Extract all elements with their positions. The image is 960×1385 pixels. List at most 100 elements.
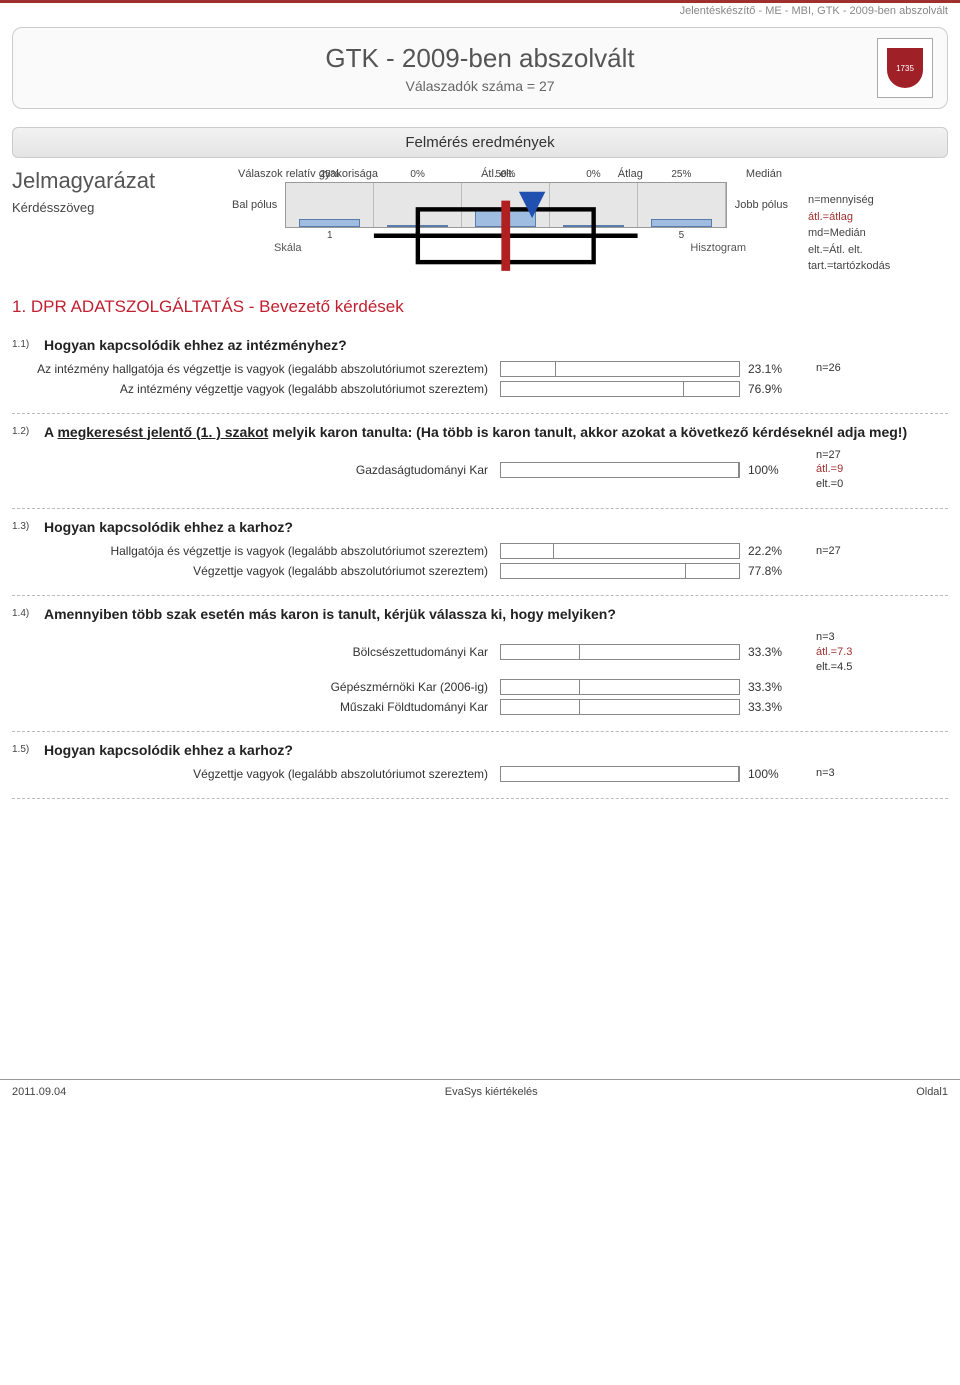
results-bar: Felmérés eredmények <box>12 127 948 158</box>
q-num: 1.4) <box>12 606 36 622</box>
legend-hist-pct: 25% <box>671 169 691 180</box>
q-text: Hogyan kapcsolódik ehhez a karhoz? <box>44 742 948 758</box>
response-label: Az intézmény végzettje vagyok (legalább … <box>12 382 492 396</box>
legend-question-label: Kérdésszöveg <box>12 200 212 215</box>
response-bar <box>501 680 580 694</box>
legend-title: Jelmagyarázat <box>12 168 212 194</box>
title-text: GTK - 2009-ben abszolvált Válaszadók szá… <box>83 43 877 94</box>
response-label: Gazdaságtudományi Kar <box>12 463 492 477</box>
question-1-2: 1.2) A megkeresést jelentő (1. ) szakot … <box>12 414 948 510</box>
legend-hist-num: 2 <box>415 230 421 241</box>
legend: Jelmagyarázat Kérdésszöveg Válaszok rela… <box>12 168 948 275</box>
response-pct: 76.9% <box>748 382 808 396</box>
legend-hist-cell: 25%5 <box>638 183 726 227</box>
legend-hist-bar <box>299 219 360 227</box>
response-bar <box>501 767 739 781</box>
response-meta-line: átl.=9 <box>816 462 843 477</box>
q-text: Hogyan kapcsolódik ehhez az intézményhez… <box>44 337 948 353</box>
response-row: Végzettje vagyok (legalább abszolutórium… <box>12 563 948 579</box>
response-bar <box>501 362 556 376</box>
legend-left-pole: Bal pólus <box>232 199 277 211</box>
response-label: Hallgatója és végzettje is vagyok (legal… <box>12 544 492 558</box>
response-label: Végzettje vagyok (legalább abszolutórium… <box>12 564 492 578</box>
response-pct: 23.1% <box>748 362 808 376</box>
response-bar <box>501 382 684 396</box>
q-num: 1.3) <box>12 519 36 535</box>
legend-hist-num: 5 <box>679 230 685 241</box>
legend-hist-cell: 50%3 <box>462 183 550 227</box>
response-meta: n=3 <box>816 766 835 781</box>
response-label: Végzettje vagyok (legalább abszolutórium… <box>12 767 492 781</box>
response-meta-line: n=27 <box>816 544 841 559</box>
response-row: Gazdaságtudományi Kar 100% n=27átl.=9elt.=… <box>12 448 948 493</box>
legend-hist-cell: 25%1 <box>286 183 374 227</box>
footer-date: 2011.09.04 <box>12 1086 66 1098</box>
response-pct: 33.3% <box>748 680 808 694</box>
response-label: Gépészmérnöki Kar (2006-ig) <box>12 680 492 694</box>
q-text: Amennyiben több szak esetén más karon is… <box>44 606 948 622</box>
response-label: Bölcsészettudományi Kar <box>12 645 492 659</box>
response-meta-line: n=26 <box>816 361 841 376</box>
response-pct: 100% <box>748 767 808 781</box>
legend-n: n=mennyiség <box>808 192 948 209</box>
response-row: Gépészmérnöki Kar (2006-ig) 33.3% <box>12 679 948 695</box>
legend-hist-bar <box>563 225 624 227</box>
footer-center: EvaSys kiértékelés <box>445 1086 538 1098</box>
response-bar-wrap <box>500 381 740 397</box>
legend-atl: átl.=átlag <box>808 209 948 226</box>
response-meta-line: n=27 <box>816 448 843 463</box>
legend-scale-label: Skála <box>274 242 302 254</box>
footer: 2011.09.04 EvaSys kiértékelés Oldal1 <box>0 1079 960 1108</box>
response-bar-wrap <box>500 543 740 559</box>
response-meta: n=27átl.=9elt.=0 <box>816 448 843 493</box>
response-bar-wrap <box>500 699 740 715</box>
legend-histogram-label: Hisztogram <box>690 242 746 254</box>
legend-md: md=Medián <box>808 225 948 242</box>
crest-year: 1735 <box>887 48 923 88</box>
response-meta-line: átl.=7.3 <box>816 645 852 660</box>
response-label: Az intézmény hallgatója és végzettje is … <box>12 362 492 376</box>
question-1-1: 1.1) Hogyan kapcsolódik ehhez az intézmé… <box>12 327 948 414</box>
question-1-4: 1.4) Amennyiben több szak esetén más kar… <box>12 596 948 732</box>
response-bar-wrap <box>500 361 740 377</box>
response-row: Végzettje vagyok (legalább abszolutórium… <box>12 766 948 782</box>
legend-histogram: 25%10%250%30%425%5 <box>285 182 727 228</box>
section-1-title: 1. DPR ADATSZOLGÁLTATÁS - Bevezető kérdé… <box>12 297 948 317</box>
legend-hist-cell: 0%2 <box>374 183 462 227</box>
legend-relfreq: Válaszok relatív gyakorisága <box>238 168 378 180</box>
legend-hist-bar <box>651 219 712 227</box>
response-bar <box>501 564 686 578</box>
response-bar-wrap <box>500 563 740 579</box>
response-label: Műszaki Földtudományi Kar <box>12 700 492 714</box>
response-row: Az intézmény hallgatója és végzettje is … <box>12 361 948 377</box>
legend-hist-pct: 0% <box>410 169 424 180</box>
q-text: A megkeresést jelentő (1. ) szakot melyi… <box>44 424 948 440</box>
response-row: Műszaki Földtudományi Kar33.3% <box>12 699 948 715</box>
response-row: Az intézmény végzettje vagyok (legalább … <box>12 381 948 397</box>
legend-hist-num: 4 <box>591 230 597 241</box>
response-meta-line: n=3 <box>816 630 852 645</box>
legend-right-pole: Jobb pólus <box>735 199 788 211</box>
response-pct: 100% <box>748 463 808 477</box>
q-num: 1.2) <box>12 424 36 440</box>
question-1-3: 1.3) Hogyan kapcsolódik ehhez a karhoz? … <box>12 509 948 596</box>
footer-page: Oldal1 <box>916 1086 948 1098</box>
legend-hist-bar <box>475 210 536 227</box>
legend-key: n=mennyiség átl.=átlag md=Medián elt.=Át… <box>808 168 948 275</box>
response-meta-line: elt.=0 <box>816 477 843 492</box>
legend-hist-bar <box>387 225 448 227</box>
response-meta: n=27 <box>816 544 841 559</box>
response-pct: 33.3% <box>748 645 808 659</box>
response-row: Bölcsészettudományi Kar33.3%n=3átl.=7.3e… <box>12 630 948 675</box>
legend-hist-cell: 0%4 <box>550 183 638 227</box>
page-title: GTK - 2009-ben abszolvált <box>83 43 877 74</box>
response-bar <box>501 645 580 659</box>
response-bar-wrap <box>500 462 740 478</box>
response-bar <box>501 463 739 477</box>
legend-hist-pct: 50% <box>496 169 516 180</box>
header-caption: Jelentéskészítő - ME - MBI, GTK - 2009-b… <box>0 3 960 27</box>
legend-tart: tart.=tartózkodás <box>808 258 948 275</box>
response-bar-wrap <box>500 679 740 695</box>
response-pct: 22.2% <box>748 544 808 558</box>
legend-atlag: Átlag <box>618 168 643 180</box>
